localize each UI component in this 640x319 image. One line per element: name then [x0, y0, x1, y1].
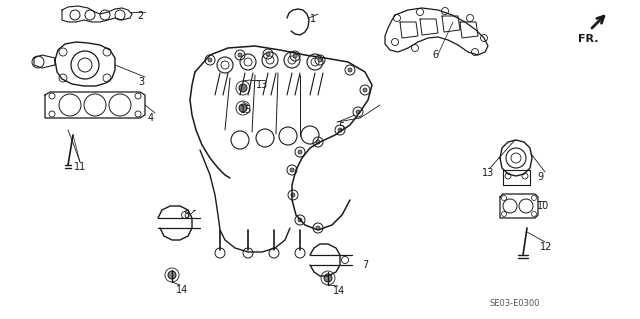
Circle shape	[266, 52, 270, 56]
Text: 13: 13	[256, 80, 268, 90]
Circle shape	[318, 58, 322, 62]
Text: 3: 3	[138, 77, 144, 87]
Circle shape	[239, 84, 247, 92]
Text: FR.: FR.	[578, 34, 598, 44]
Text: 9: 9	[537, 172, 543, 182]
Circle shape	[168, 271, 176, 279]
Circle shape	[316, 140, 320, 144]
Circle shape	[293, 54, 297, 58]
Text: SE03-E0300: SE03-E0300	[490, 299, 541, 308]
Circle shape	[298, 218, 302, 222]
Circle shape	[348, 68, 352, 72]
Text: 6: 6	[432, 50, 438, 60]
Text: 10: 10	[537, 201, 549, 211]
Text: 1: 1	[310, 14, 316, 24]
Circle shape	[238, 53, 242, 57]
Circle shape	[290, 168, 294, 172]
Circle shape	[298, 150, 302, 154]
Circle shape	[356, 110, 360, 114]
Circle shape	[316, 226, 320, 230]
Circle shape	[239, 104, 247, 112]
Text: 5: 5	[338, 122, 344, 132]
Circle shape	[324, 274, 332, 282]
Text: 13: 13	[482, 168, 494, 178]
Text: 14: 14	[333, 286, 345, 296]
Circle shape	[291, 193, 295, 197]
Circle shape	[338, 128, 342, 132]
Text: 8: 8	[183, 210, 189, 220]
Text: 15: 15	[240, 105, 252, 115]
Text: 4: 4	[148, 113, 154, 123]
Text: 2: 2	[137, 11, 143, 21]
Circle shape	[363, 88, 367, 92]
Text: 7: 7	[362, 260, 368, 270]
Text: 12: 12	[540, 242, 552, 252]
Text: 11: 11	[74, 162, 86, 172]
Circle shape	[208, 58, 212, 62]
Text: 14: 14	[176, 285, 188, 295]
